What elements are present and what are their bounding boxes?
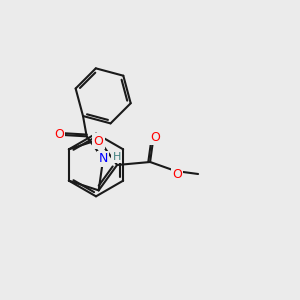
Text: O: O	[172, 168, 182, 181]
Text: O: O	[94, 135, 103, 148]
Text: H: H	[112, 152, 121, 162]
Text: O: O	[151, 131, 160, 144]
Text: N: N	[98, 152, 108, 165]
Text: O: O	[54, 128, 64, 141]
